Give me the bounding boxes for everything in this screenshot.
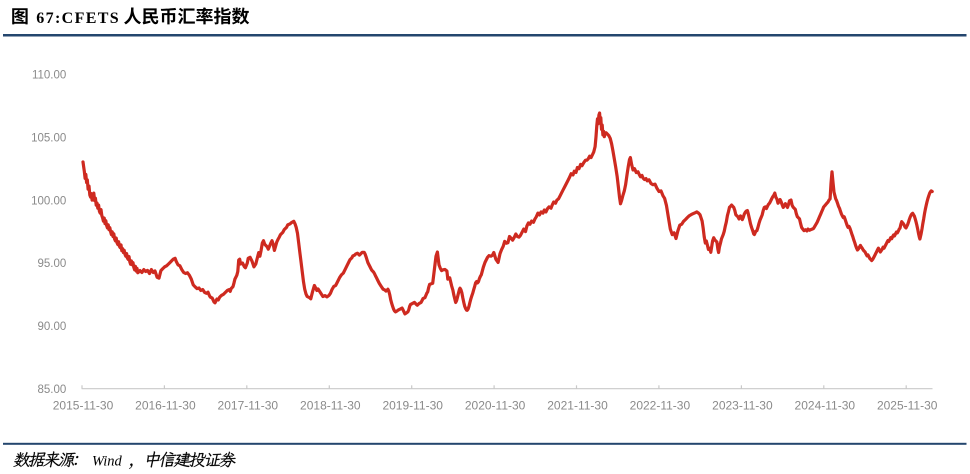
svg-text:2020-11-30: 2020-11-30 — [465, 399, 526, 413]
svg-text:2023-11-30: 2023-11-30 — [712, 399, 773, 413]
svg-text:110.00: 110.00 — [32, 70, 66, 82]
svg-text:2015-11-30: 2015-11-30 — [53, 399, 114, 413]
svg-text:2021-11-30: 2021-11-30 — [547, 399, 608, 413]
svg-text:100.00: 100.00 — [31, 195, 66, 207]
svg-text:2017-11-30: 2017-11-30 — [218, 399, 279, 413]
svg-text:2018-11-30: 2018-11-30 — [300, 399, 361, 413]
svg-text:Wind: Wind — [92, 454, 123, 470]
svg-text:90.00: 90.00 — [38, 321, 67, 333]
svg-text:85.00: 85.00 — [38, 384, 67, 396]
svg-text:2019-11-30: 2019-11-30 — [382, 399, 443, 413]
svg-text:2016-11-30: 2016-11-30 — [135, 399, 196, 413]
svg-text:67:CFETS: 67:CFETS — [36, 10, 120, 27]
svg-text:2022-11-30: 2022-11-30 — [630, 399, 691, 413]
svg-text:105.00: 105.00 — [31, 133, 66, 145]
svg-text:2025-11-30: 2025-11-30 — [877, 399, 938, 413]
svg-text:95.00: 95.00 — [38, 258, 67, 270]
svg-text:2024-11-30: 2024-11-30 — [795, 399, 856, 413]
